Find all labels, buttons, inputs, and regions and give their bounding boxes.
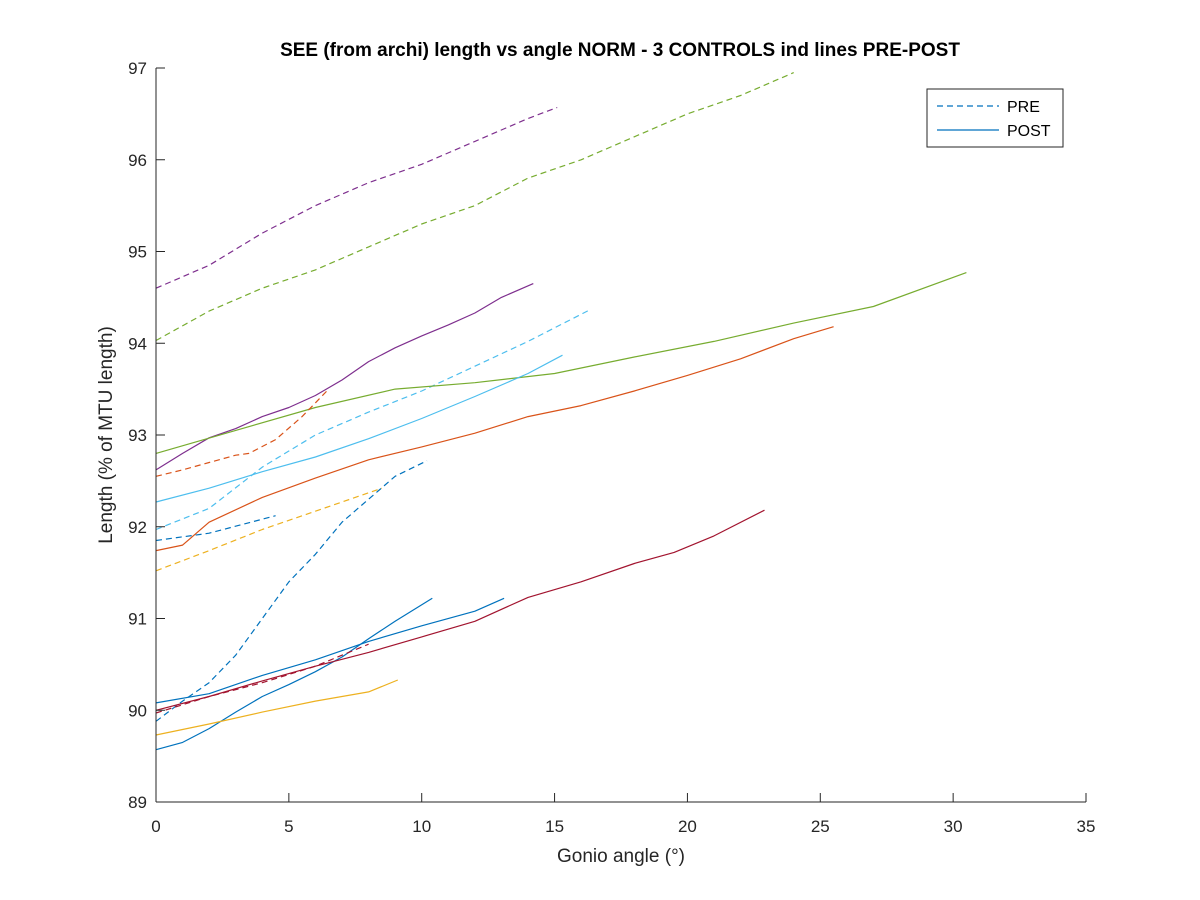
series-line-11-dashed xyxy=(155,460,428,722)
legend-pre-label: PRE xyxy=(1007,99,1040,116)
series-line-1-dashed xyxy=(155,106,558,289)
series-line-14-dashed xyxy=(155,643,369,714)
plot-area: 0 5 10 15 20 25 30 35 89 90 91 92 93 94 95 96 97 xyxy=(128,59,1095,836)
series-line-6-solid xyxy=(155,354,563,503)
series-line-10-dashed xyxy=(155,487,383,572)
x-ticks: 0 5 10 15 20 25 30 35 xyxy=(151,793,1095,836)
legend-post-label: POST xyxy=(1007,123,1051,140)
x-tick-label: 25 xyxy=(811,817,830,836)
series-line-5-solid xyxy=(155,272,967,454)
y-tick-label: 97 xyxy=(128,59,147,78)
series-line-15-solid xyxy=(155,509,765,711)
y-tick-label: 94 xyxy=(128,334,147,353)
series-line-8-solid xyxy=(155,326,834,552)
x-axis-label: Gonio angle (°) xyxy=(557,846,685,867)
y-tick-label: 93 xyxy=(128,426,147,445)
series-line-7-dashed xyxy=(155,388,330,477)
x-tick-label: 10 xyxy=(412,817,431,836)
y-ticks: 89 90 91 92 93 94 95 96 97 xyxy=(128,59,165,812)
series-line-13-solid xyxy=(155,597,433,751)
y-axis-label: Length (% of MTU length) xyxy=(96,326,117,544)
series-line-16-solid xyxy=(155,679,399,736)
axes-box xyxy=(156,68,1086,802)
x-tick-label: 35 xyxy=(1077,817,1096,836)
x-tick-label: 0 xyxy=(151,817,160,836)
y-tick-label: 95 xyxy=(128,243,147,262)
series-line-9-dashed xyxy=(155,515,276,542)
series-line-4-dashed xyxy=(155,309,590,531)
legend-box xyxy=(926,88,1064,148)
x-tick-label: 20 xyxy=(678,817,697,836)
series-layer xyxy=(155,72,967,751)
y-tick-label: 96 xyxy=(128,151,147,170)
x-tick-label: 5 xyxy=(284,817,293,836)
y-tick-label: 90 xyxy=(128,701,147,720)
x-tick-label: 30 xyxy=(944,817,963,836)
chart-title: SEE (from archi) length vs angle NORM - … xyxy=(280,40,960,61)
y-tick-label: 89 xyxy=(128,793,147,812)
series-line-3-solid xyxy=(155,283,534,471)
legend: PRE POST xyxy=(926,88,1064,148)
series-line-12-solid xyxy=(155,597,505,704)
y-tick-label: 91 xyxy=(128,610,147,629)
x-tick-label: 15 xyxy=(545,817,564,836)
y-tick-label: 92 xyxy=(128,518,147,537)
